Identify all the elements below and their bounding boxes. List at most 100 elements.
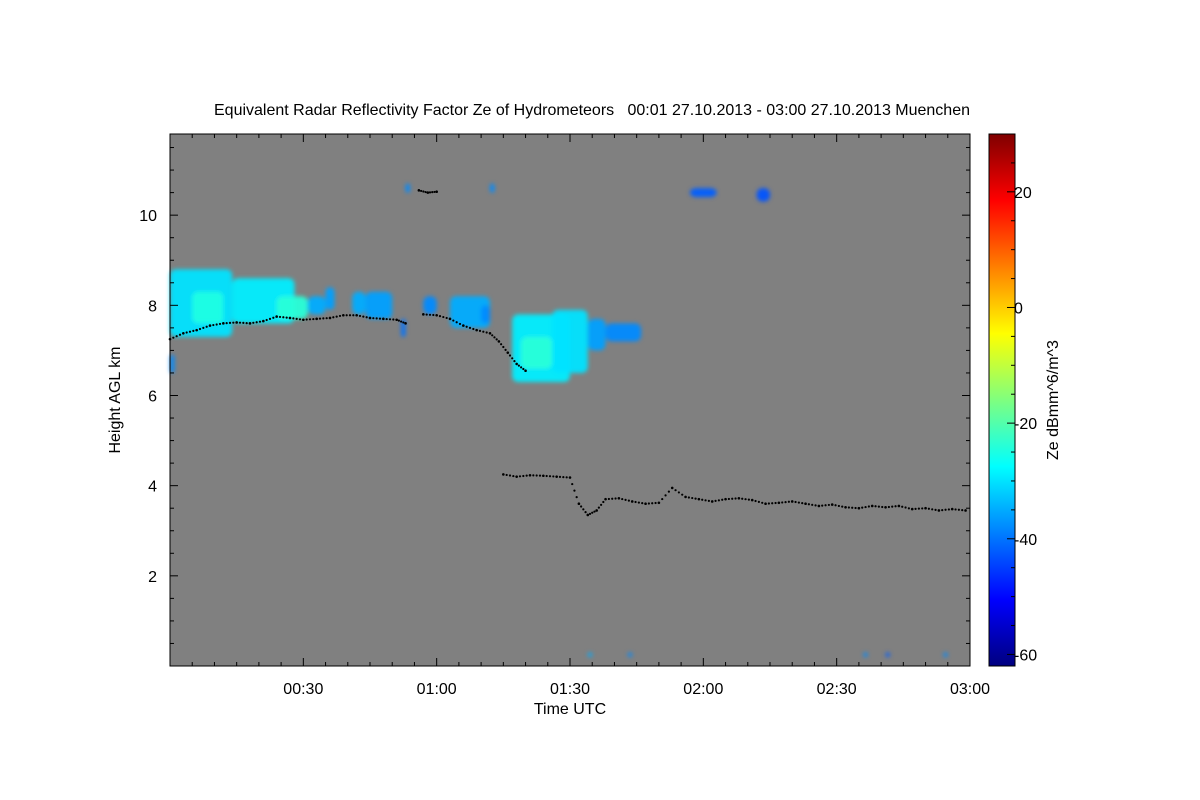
cloud-base-point [538,474,542,477]
cloud-base-point [830,503,834,506]
cloud-base-point [472,327,475,331]
cloud-base-point [298,318,302,321]
colorbar-tick-label: 20 [1014,185,1032,202]
cloud-base-point [657,501,661,505]
cloud-base-point [495,338,498,341]
cloud-base-point [630,500,634,503]
echo-region [481,305,490,324]
cloud-base-point [532,474,535,477]
cloud-base-point [515,362,518,366]
colorbar-tick-label: 0 [1014,300,1023,317]
cloud-base-point [185,331,188,334]
echo-region [192,291,224,324]
cloud-base-point [285,316,288,319]
cloud-base-point [245,322,248,325]
cloud-base-point [515,475,518,478]
cloud-base-point [844,506,847,509]
cloud-base-point [914,507,917,510]
cloud-base-point [887,505,890,509]
cloud-base-point [272,316,275,319]
cloud-base-point [282,316,285,319]
cloud-base-point [378,317,382,320]
cloud-base-point [651,502,654,505]
cloud-base-point [552,475,555,478]
cloud-base-point [502,345,505,349]
cloud-base-point [874,505,877,508]
cloud-base-point [701,498,704,501]
echo-region [423,296,437,315]
cloud-base-point [602,500,605,504]
cloud-base-points [168,189,967,517]
cloud-base-point [465,325,468,328]
cloud-base-point [907,507,910,510]
cloud-base-point [670,486,674,490]
colorbar-tick-label: -60 [1014,647,1037,664]
cloud-base-point [385,317,388,321]
colorbar-gradient [988,133,1016,667]
cloud-base-point [864,505,867,509]
cloud-base-point [724,497,727,501]
cloud-base-point [687,496,690,499]
cloud-base-point [597,506,600,509]
cloud-base-point [954,508,957,511]
cloud-base-point [352,314,355,317]
echo-region [352,291,366,315]
cloud-base-point [821,504,824,507]
cloud-base-point [422,313,425,316]
cloud-base-point [761,501,764,504]
cloud-base-point [950,507,954,511]
cloud-base-point [627,499,630,502]
echo-region [690,188,717,198]
cloud-base-point [455,321,458,324]
cloud-base-point [654,501,657,505]
cloud-base-point [774,501,777,505]
cloud-base-point [302,318,305,322]
cloud-base-point [478,329,482,333]
cloud-base-point [308,318,312,321]
cloud-base-point [661,497,664,501]
echo-region [943,652,948,657]
cloud-base-point [857,506,861,510]
cloud-base-point [910,507,914,511]
cloud-base-point [315,317,318,321]
cloud-base-point [252,321,255,324]
cloud-base-point [508,354,512,357]
cloud-base-point [737,496,741,500]
cloud-base-point [600,503,603,506]
cloud-base-point [884,506,887,509]
cloud-base-point [937,509,941,512]
cloud-base-point [365,316,368,319]
cloud-base-point [225,322,228,325]
cloud-base-point [924,506,927,510]
cloud-base-point [348,314,352,317]
cloud-base-point [750,498,754,502]
cloud-base-point [797,501,800,504]
chart-title: Equivalent Radar Reflectivity Factor Ze … [214,102,970,119]
cloud-base-point [505,473,508,477]
cloud-base-point [215,323,218,326]
cloud-base-point [817,504,821,508]
cloud-base-point [235,321,238,324]
cloud-base-point [432,313,435,317]
cloud-base-point [506,351,510,354]
cloud-base-point [571,482,574,486]
cloud-base-point [395,318,398,322]
cloud-base-point [721,498,724,501]
echo-region [885,652,890,657]
cloud-base-point [934,508,937,511]
cloud-base-point [232,321,235,324]
cloud-base-point [704,499,707,502]
cloud-base-point [497,340,501,343]
cloud-base-point [957,508,960,511]
cloud-base-point [195,328,198,332]
cloud-base-point [198,327,202,331]
cloud-base-point [438,315,442,318]
cloud-base-point [931,508,934,511]
echo-region [552,309,588,373]
echo-region [450,296,490,328]
cloud-base-point [624,498,627,501]
cloud-base-point [891,505,894,508]
x-tick-label: 02:30 [817,681,857,698]
cloud-base-point [475,328,478,332]
cloud-base-point [248,322,252,325]
